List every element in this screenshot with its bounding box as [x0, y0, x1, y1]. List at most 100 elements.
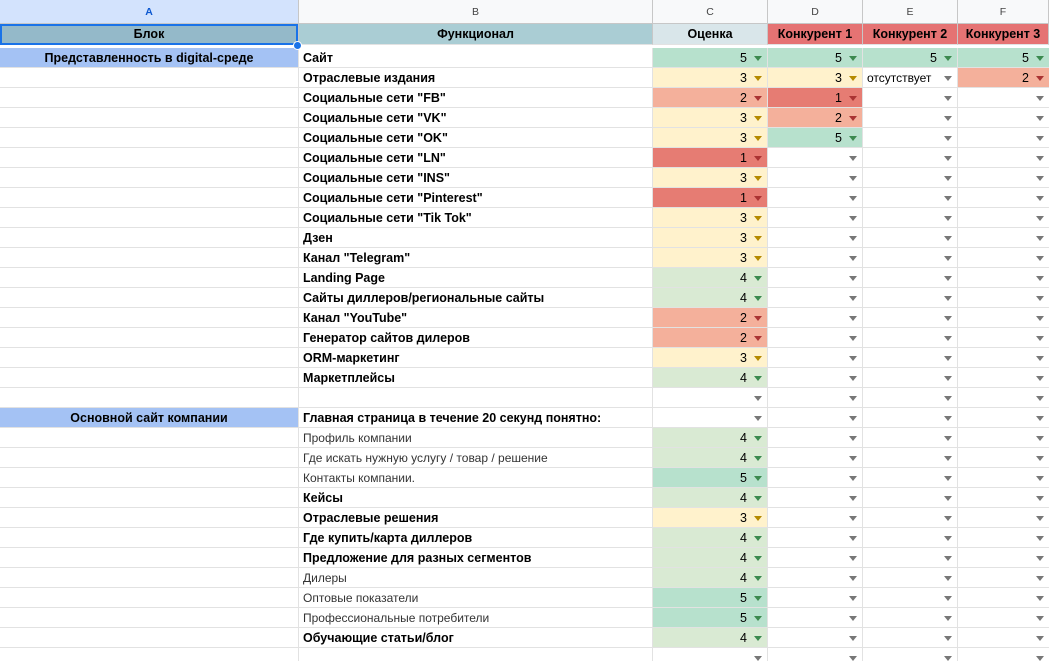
dropdown-arrow-icon[interactable]: [849, 276, 857, 281]
dropdown-arrow-icon[interactable]: [754, 316, 762, 321]
score-cell[interactable]: 3: [653, 108, 768, 128]
dropdown-arrow-icon[interactable]: [754, 556, 762, 561]
dropdown-arrow-icon[interactable]: [944, 136, 952, 141]
score-cell[interactable]: 1: [653, 148, 768, 168]
competitor-3-cell[interactable]: [958, 148, 1049, 168]
competitor-3-cell[interactable]: [958, 488, 1049, 508]
dropdown-arrow-icon[interactable]: [1036, 236, 1044, 241]
dropdown-arrow-icon[interactable]: [1036, 596, 1044, 601]
competitor-1-cell[interactable]: [768, 508, 863, 528]
dropdown-arrow-icon[interactable]: [849, 536, 857, 541]
dropdown-arrow-icon[interactable]: [944, 476, 952, 481]
block-cell[interactable]: [0, 328, 299, 348]
function-cell[interactable]: Предложение для разных сегментов: [299, 548, 653, 568]
competitor-1-cell[interactable]: 1: [768, 88, 863, 108]
dropdown-arrow-icon[interactable]: [1036, 116, 1044, 121]
function-cell[interactable]: Дзен: [299, 228, 653, 248]
block-cell[interactable]: [0, 588, 299, 608]
competitor-1-cell[interactable]: [768, 348, 863, 368]
competitor-3-cell[interactable]: [958, 188, 1049, 208]
competitor-2-cell[interactable]: [863, 368, 958, 388]
dropdown-arrow-icon[interactable]: [754, 116, 762, 121]
block-cell[interactable]: [0, 248, 299, 268]
competitor-2-cell[interactable]: [863, 288, 958, 308]
dropdown-arrow-icon[interactable]: [1036, 456, 1044, 461]
score-cell[interactable]: 3: [653, 228, 768, 248]
column-header-a[interactable]: A: [0, 0, 299, 24]
block-cell[interactable]: [0, 148, 299, 168]
dropdown-arrow-icon[interactable]: [754, 256, 762, 261]
dropdown-arrow-icon[interactable]: [944, 76, 952, 81]
function-cell[interactable]: Обучающие статьи/блог: [299, 628, 653, 648]
dropdown-arrow-icon[interactable]: [1036, 576, 1044, 581]
score-cell[interactable]: 5: [653, 608, 768, 628]
dropdown-arrow-icon[interactable]: [1036, 356, 1044, 361]
block-cell[interactable]: [0, 208, 299, 228]
score-cell[interactable]: 2: [653, 88, 768, 108]
dropdown-arrow-icon[interactable]: [849, 416, 857, 421]
competitor-1-cell[interactable]: [768, 228, 863, 248]
dropdown-arrow-icon[interactable]: [944, 596, 952, 601]
dropdown-arrow-icon[interactable]: [944, 556, 952, 561]
dropdown-arrow-icon[interactable]: [849, 236, 857, 241]
header-competitor-2[interactable]: Конкурент 2: [863, 24, 958, 45]
block-cell[interactable]: [0, 628, 299, 648]
function-cell[interactable]: Профессиональные потребители: [299, 608, 653, 628]
score-cell[interactable]: 4: [653, 288, 768, 308]
dropdown-arrow-icon[interactable]: [1036, 56, 1044, 61]
dropdown-arrow-icon[interactable]: [849, 316, 857, 321]
dropdown-arrow-icon[interactable]: [944, 216, 952, 221]
block-cell[interactable]: [0, 368, 299, 388]
dropdown-arrow-icon[interactable]: [1036, 256, 1044, 261]
block-cell[interactable]: [0, 388, 299, 408]
dropdown-arrow-icon[interactable]: [1036, 516, 1044, 521]
dropdown-arrow-icon[interactable]: [1036, 336, 1044, 341]
score-cell[interactable]: 3: [653, 208, 768, 228]
competitor-3-cell[interactable]: [958, 168, 1049, 188]
dropdown-arrow-icon[interactable]: [1036, 276, 1044, 281]
function-cell[interactable]: Где купить/карта диллеров: [299, 528, 653, 548]
dropdown-arrow-icon[interactable]: [754, 496, 762, 501]
block-cell[interactable]: [0, 568, 299, 588]
dropdown-arrow-icon[interactable]: [849, 256, 857, 261]
block-cell[interactable]: [0, 288, 299, 308]
score-cell[interactable]: 3: [653, 168, 768, 188]
competitor-2-cell[interactable]: [863, 408, 958, 428]
block-cell[interactable]: [0, 108, 299, 128]
competitor-1-cell[interactable]: 2: [768, 108, 863, 128]
competitor-1-cell[interactable]: [768, 528, 863, 548]
competitor-3-cell[interactable]: [958, 348, 1049, 368]
column-header-c[interactable]: C: [653, 0, 768, 24]
block-cell[interactable]: [0, 308, 299, 328]
dropdown-arrow-icon[interactable]: [754, 436, 762, 441]
score-cell[interactable]: 4: [653, 428, 768, 448]
block-cell[interactable]: [0, 468, 299, 488]
competitor-2-cell[interactable]: [863, 548, 958, 568]
block-cell[interactable]: [0, 188, 299, 208]
competitor-2-cell[interactable]: [863, 248, 958, 268]
competitor-1-cell[interactable]: [768, 308, 863, 328]
score-cell[interactable]: [653, 388, 768, 408]
competitor-1-cell[interactable]: [768, 588, 863, 608]
dropdown-arrow-icon[interactable]: [849, 216, 857, 221]
block-cell[interactable]: [0, 88, 299, 108]
function-cell[interactable]: [299, 648, 653, 661]
function-cell[interactable]: Оптовые показатели: [299, 588, 653, 608]
competitor-2-cell[interactable]: [863, 348, 958, 368]
dropdown-arrow-icon[interactable]: [944, 176, 952, 181]
dropdown-arrow-icon[interactable]: [754, 456, 762, 461]
dropdown-arrow-icon[interactable]: [849, 556, 857, 561]
dropdown-arrow-icon[interactable]: [849, 156, 857, 161]
competitor-1-cell[interactable]: [768, 248, 863, 268]
dropdown-arrow-icon[interactable]: [849, 56, 857, 61]
block-cell[interactable]: [0, 268, 299, 288]
dropdown-arrow-icon[interactable]: [944, 416, 952, 421]
dropdown-arrow-icon[interactable]: [1036, 396, 1044, 401]
function-cell[interactable]: ORM-маркетинг: [299, 348, 653, 368]
competitor-3-cell[interactable]: [958, 248, 1049, 268]
dropdown-arrow-icon[interactable]: [944, 96, 952, 101]
competitor-2-cell[interactable]: [863, 108, 958, 128]
dropdown-arrow-icon[interactable]: [754, 196, 762, 201]
competitor-1-cell[interactable]: [768, 268, 863, 288]
function-cell[interactable]: Социальные сети "OK": [299, 128, 653, 148]
